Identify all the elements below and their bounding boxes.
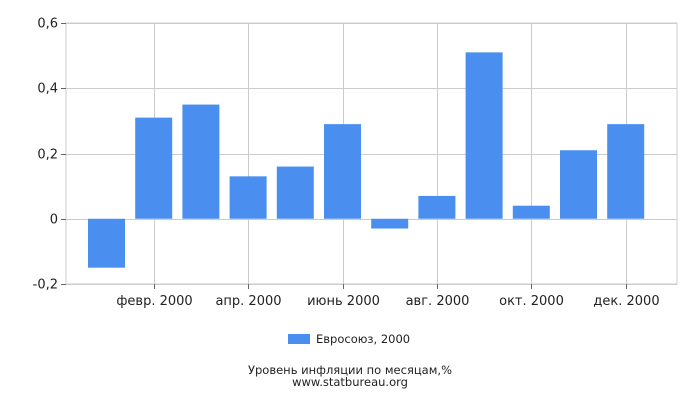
bar bbox=[607, 124, 645, 219]
bar bbox=[135, 117, 173, 219]
bar bbox=[465, 52, 503, 219]
y-tick-label: 0,2 bbox=[37, 148, 58, 163]
bar bbox=[88, 218, 125, 268]
x-tick-label: авг. 2000 bbox=[406, 294, 470, 309]
bar bbox=[276, 166, 314, 219]
y-tick-label: 0,4 bbox=[37, 82, 58, 97]
bar-chart: -0,2 0 0,2 0,4 0,6 февр. 2000 апр. 2000 июнь 20… bbox=[33, 17, 678, 309]
x-tick-label: февр. 2000 bbox=[116, 294, 192, 309]
legend: Евросоюз, 2000 bbox=[288, 332, 410, 346]
x-tick-label: апр. 2000 bbox=[215, 294, 281, 309]
bar bbox=[512, 205, 550, 219]
legend-label: Евросоюз, 2000 bbox=[316, 332, 411, 346]
y-tick-label: 0 bbox=[50, 213, 58, 228]
chart-caption: Уровень инфляции по месяцам,% bbox=[247, 363, 452, 377]
y-tick-label: 0,6 bbox=[37, 17, 58, 32]
legend-swatch bbox=[288, 334, 310, 344]
bar bbox=[324, 124, 361, 219]
source-url: www.statbureau.org bbox=[292, 375, 408, 389]
bar bbox=[560, 150, 597, 219]
x-tick-label: июнь 2000 bbox=[307, 294, 380, 309]
x-tick-label: дек. 2000 bbox=[593, 294, 659, 309]
bar bbox=[182, 104, 220, 219]
y-tick-label: -0,2 bbox=[33, 278, 58, 293]
bar bbox=[371, 218, 409, 229]
bar bbox=[418, 195, 456, 219]
bar bbox=[229, 176, 267, 219]
x-tick-label: окт. 2000 bbox=[499, 294, 564, 309]
